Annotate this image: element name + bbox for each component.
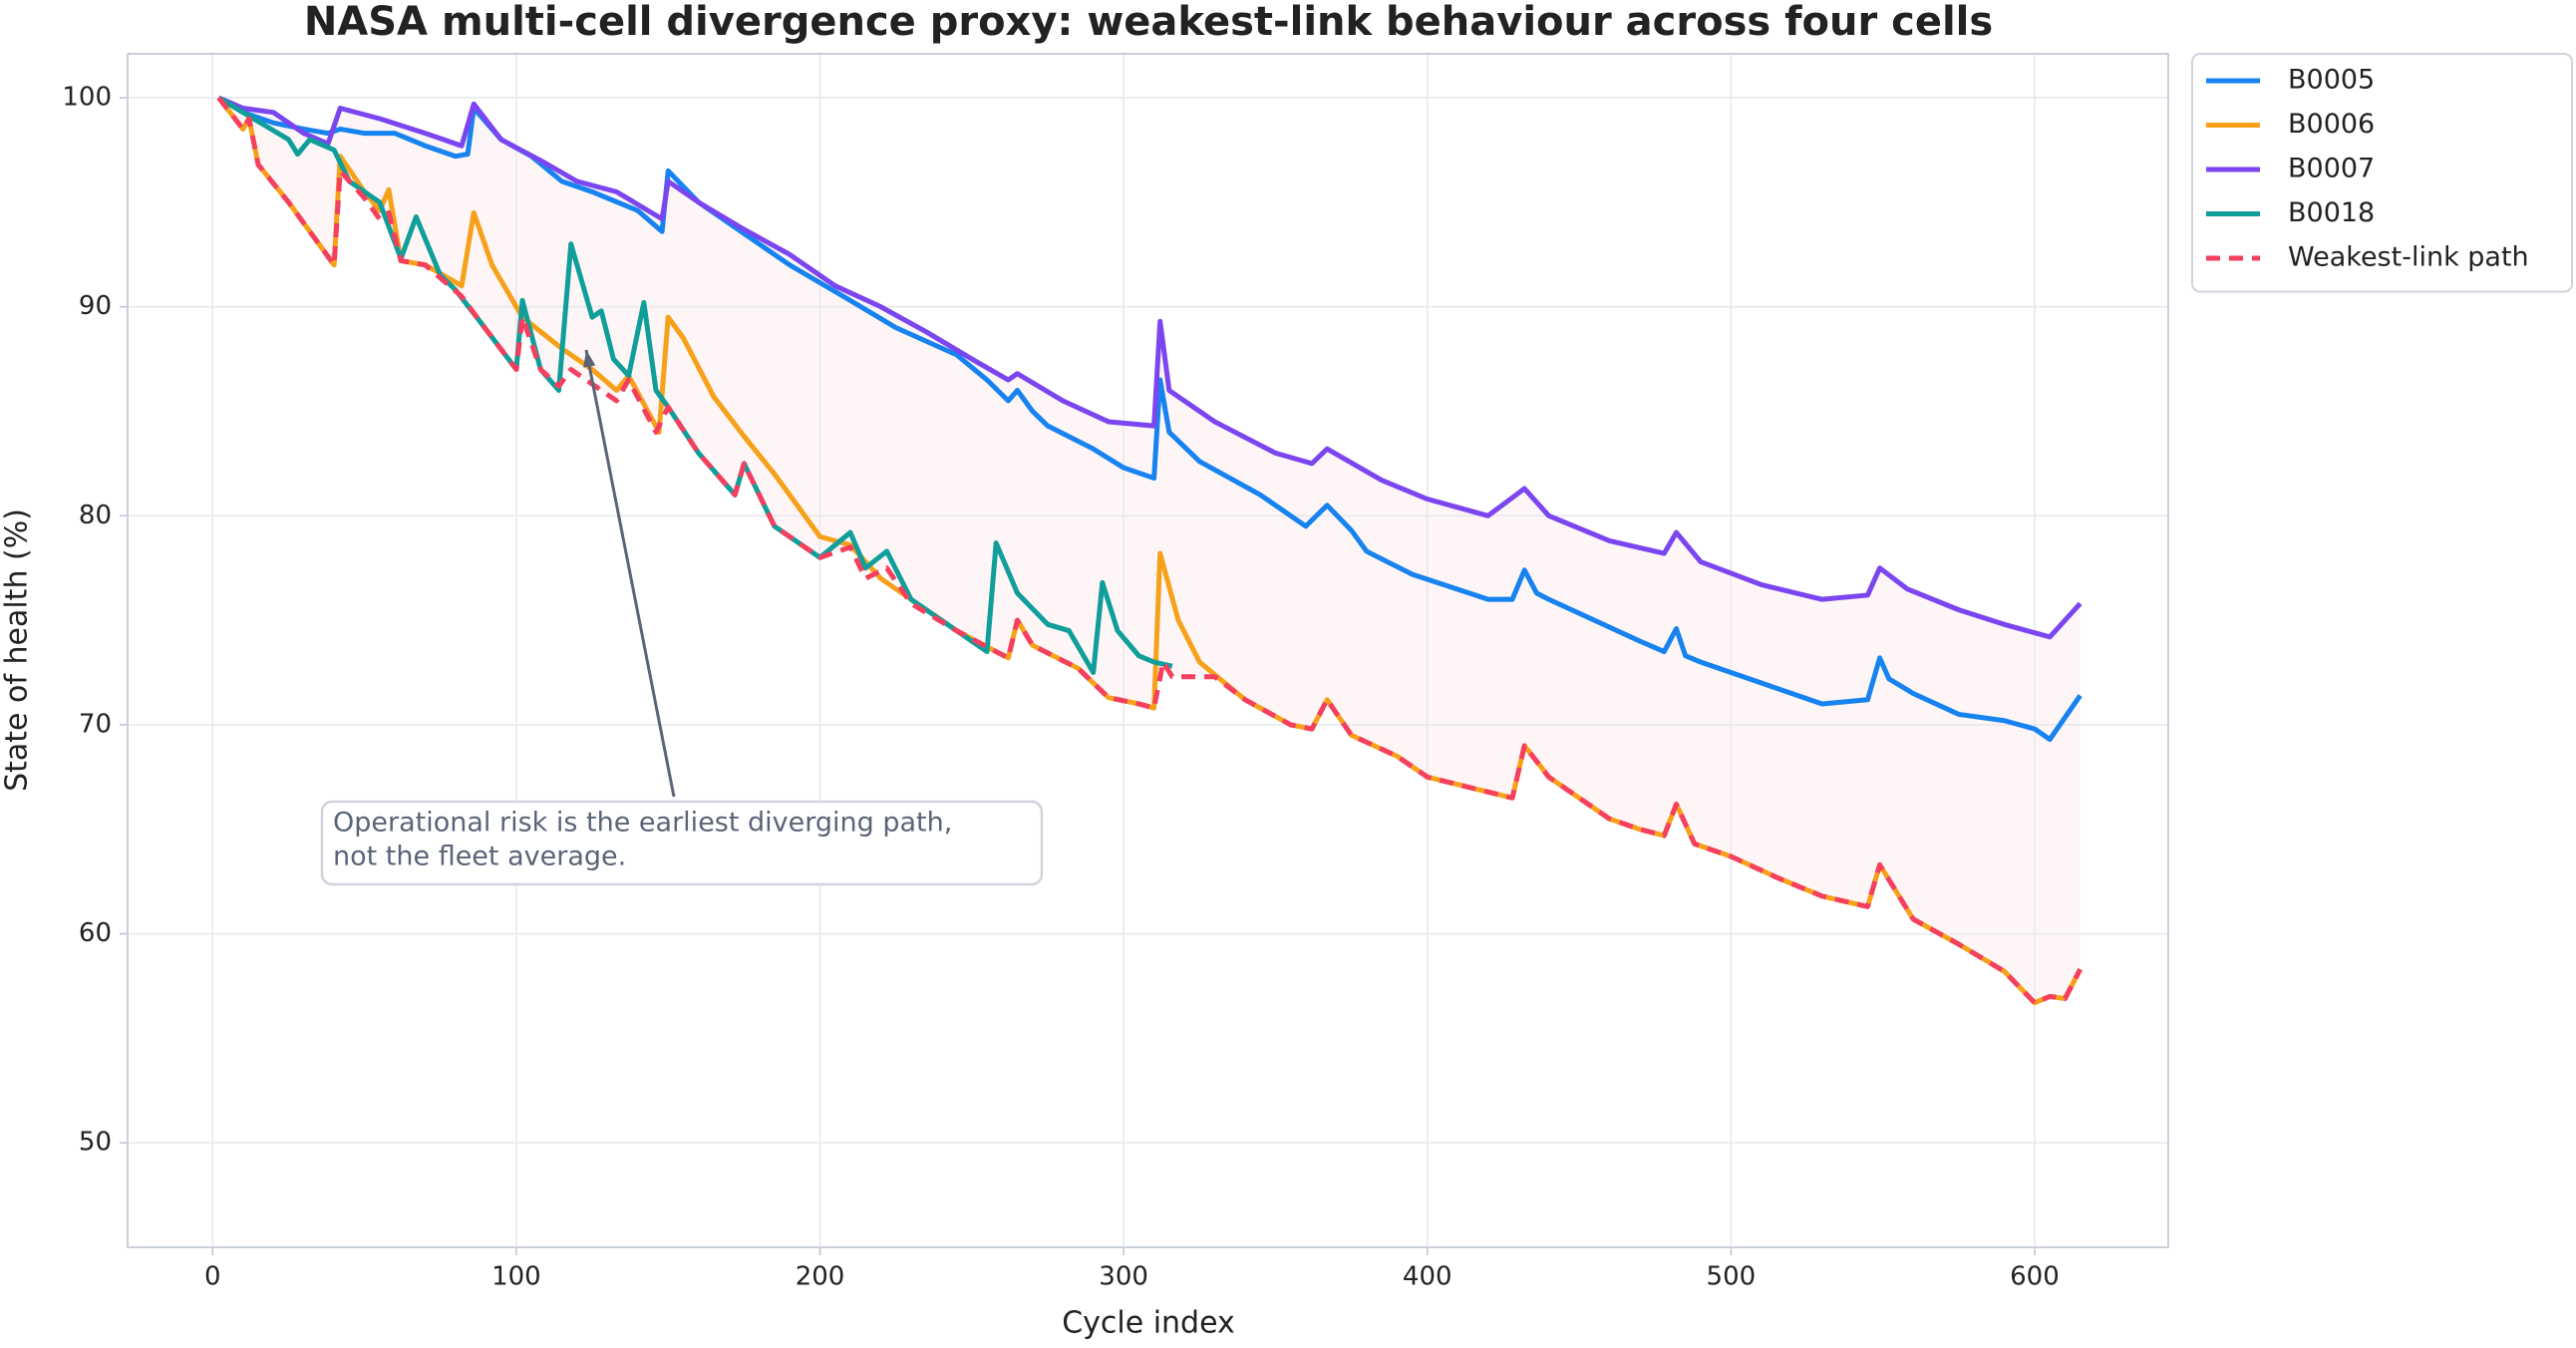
y-tick-label: 70 xyxy=(79,709,112,739)
legend-label: B0005 xyxy=(2288,65,2375,96)
annotation-text: not the fleet average. xyxy=(333,842,626,872)
x-tick-label: 0 xyxy=(204,1262,221,1292)
y-tick-label: 100 xyxy=(62,83,112,113)
annotation-box xyxy=(320,800,1044,886)
series-line xyxy=(216,96,2083,1006)
legend-box xyxy=(2191,53,2573,293)
x-tick-label: 400 xyxy=(1403,1262,1452,1292)
y-tick-label: 50 xyxy=(79,1128,112,1158)
legend-label: B0018 xyxy=(2288,197,2375,228)
x-tick-label: 500 xyxy=(1707,1262,1757,1292)
y-tick-label: 60 xyxy=(79,918,112,948)
legend-label: B0007 xyxy=(2288,154,2375,184)
x-axis-label: Cycle index xyxy=(1062,1306,1235,1341)
y-tick-label: 90 xyxy=(79,291,112,321)
annotation-arrowhead xyxy=(583,350,596,368)
divergence-band xyxy=(218,98,2081,1003)
chart-title: NASA multi-cell divergence proxy: weakes… xyxy=(304,0,1993,45)
annotation-arrow xyxy=(584,349,676,798)
x-tick-label: 600 xyxy=(2010,1262,2060,1292)
x-tick-label: 300 xyxy=(1099,1262,1148,1292)
plot-frame xyxy=(127,53,2169,1248)
legend-label: Weakest-link path xyxy=(2288,242,2529,273)
x-tick-label: 200 xyxy=(796,1262,845,1292)
legend-label: B0006 xyxy=(2288,109,2375,140)
annotation-text: Operational risk is the earliest divergi… xyxy=(333,808,952,839)
series-line xyxy=(217,95,1173,676)
series-line xyxy=(217,95,2083,743)
series-line xyxy=(217,95,2083,640)
y-axis-label: State of health (%) xyxy=(0,508,35,792)
x-tick-label: 100 xyxy=(491,1262,541,1292)
y-tick-label: 80 xyxy=(79,501,112,530)
